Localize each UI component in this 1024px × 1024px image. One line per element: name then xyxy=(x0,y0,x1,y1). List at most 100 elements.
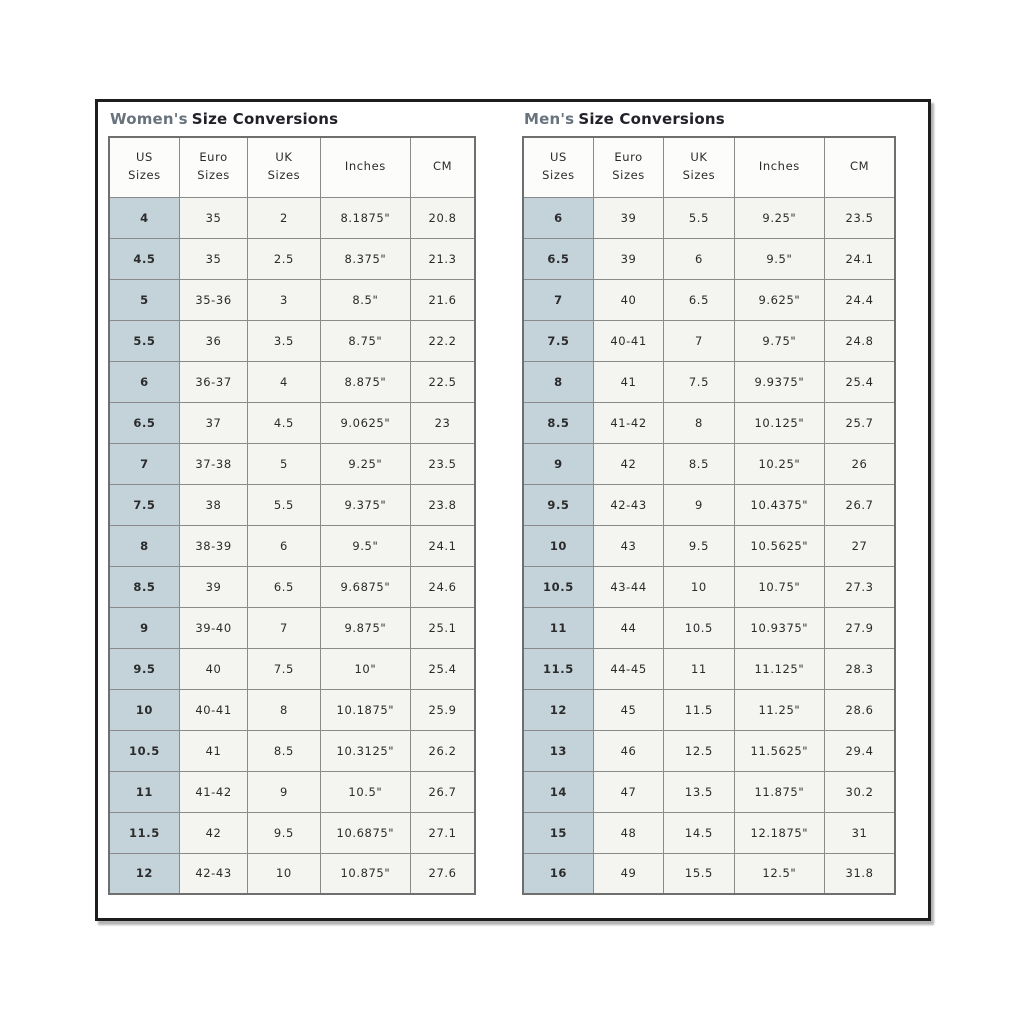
table-cell: 44 xyxy=(592,606,665,649)
table-cell: 42 xyxy=(592,442,665,485)
us-size-cell: 4 xyxy=(108,196,180,239)
table-cell: 39 xyxy=(178,565,249,608)
us-size-cell: 10.5 xyxy=(522,565,594,608)
table-cell: 7 xyxy=(247,606,321,649)
table-cell: 11.875" xyxy=(733,770,826,813)
womens-size-table: US Sizes Euro Sizes UK Sizes Inches CM 4 35 2 8.… xyxy=(108,136,476,895)
table-row: 8.5 41-42 8 10.125" 25.7 xyxy=(522,401,896,444)
table-cell: 11.25" xyxy=(733,688,826,731)
table-row: 6.5 37 4.5 9.0625" 23 xyxy=(108,401,476,444)
table-row: 6 36-37 4 8.875" 22.5 xyxy=(108,360,476,403)
table-cell: 27.3 xyxy=(824,565,896,608)
table-cell: 21.3 xyxy=(410,237,476,280)
table-cell: 43 xyxy=(592,524,665,567)
table-cell: 8.75" xyxy=(319,319,412,362)
us-size-cell: 11.5 xyxy=(108,811,180,854)
table-cell: 27 xyxy=(824,524,896,567)
table-cell: 24.1 xyxy=(824,237,896,280)
us-size-cell: 8.5 xyxy=(108,565,180,608)
table-cell: 42-43 xyxy=(592,483,665,526)
table-cell: 31 xyxy=(824,811,896,854)
table-cell: 4 xyxy=(247,360,321,403)
table-row: 7 40 6.5 9.625" 24.4 xyxy=(522,278,896,321)
us-size-cell: 7 xyxy=(522,278,594,321)
table-cell: 20.8 xyxy=(410,196,476,239)
table-cell: 48 xyxy=(592,811,665,854)
womens-size-table-section: Women's Size Conversions US Sizes Euro Siz… xyxy=(108,110,476,895)
table-row: 12 45 11.5 11.25" 28.6 xyxy=(522,688,896,731)
us-size-cell: 9.5 xyxy=(108,647,180,690)
table-cell: 10.4375" xyxy=(733,483,826,526)
table-cell: 43-44 xyxy=(592,565,665,608)
table-cell: 9.0625" xyxy=(319,401,412,444)
table-cell: 8.5 xyxy=(247,729,321,772)
table-cell: 8.375" xyxy=(319,237,412,280)
table-cell: 24.4 xyxy=(824,278,896,321)
table-cell: 12.5" xyxy=(733,852,826,895)
womens-title-accent: Women's xyxy=(110,110,188,128)
table-row: 15 48 14.5 12.1875" 31 xyxy=(522,811,896,854)
table-cell: 13.5 xyxy=(663,770,735,813)
table-cell: 8.1875" xyxy=(319,196,412,239)
table-row: 7.5 38 5.5 9.375" 23.8 xyxy=(108,483,476,526)
table-cell: 9.9375" xyxy=(733,360,826,403)
table-cell: 5.5 xyxy=(663,196,735,239)
table-cell: 9.5 xyxy=(247,811,321,854)
header-row: US Sizes Euro Sizes UK Sizes Inches CM xyxy=(108,136,476,198)
column-header: US Sizes xyxy=(522,136,594,198)
table-cell: 37 xyxy=(178,401,249,444)
mens-size-table-section: Men's Size Conversions US Sizes Euro Sizes… xyxy=(522,110,896,895)
table-row: 9 42 8.5 10.25" 26 xyxy=(522,442,896,485)
table-row: 10 43 9.5 10.5625" 27 xyxy=(522,524,896,567)
table-cell: 23.5 xyxy=(410,442,476,485)
table-cell: 41 xyxy=(178,729,249,772)
us-size-cell: 11.5 xyxy=(522,647,594,690)
table-cell: 22.2 xyxy=(410,319,476,362)
header-row: US Sizes Euro Sizes UK Sizes Inches CM xyxy=(522,136,896,198)
table-cell: 8 xyxy=(663,401,735,444)
us-size-cell: 8 xyxy=(522,360,594,403)
table-cell: 49 xyxy=(592,852,665,895)
table-cell: 40 xyxy=(178,647,249,690)
us-size-cell: 13 xyxy=(522,729,594,772)
table-cell: 9.25" xyxy=(733,196,826,239)
table-cell: 42-43 xyxy=(178,852,249,895)
table-cell: 25.9 xyxy=(410,688,476,731)
table-row: 16 49 15.5 12.5" 31.8 xyxy=(522,852,896,895)
table-cell: 25.4 xyxy=(410,647,476,690)
table-cell: 41 xyxy=(592,360,665,403)
table-row: 9.5 40 7.5 10" 25.4 xyxy=(108,647,476,690)
us-size-cell: 9.5 xyxy=(522,483,594,526)
table-row: 8 41 7.5 9.9375" 25.4 xyxy=(522,360,896,403)
column-header: Euro Sizes xyxy=(592,136,665,198)
us-size-cell: 8 xyxy=(108,524,180,567)
table-cell: 35 xyxy=(178,237,249,280)
us-size-cell: 7.5 xyxy=(522,319,594,362)
table-cell: 2 xyxy=(247,196,321,239)
table-cell: 11 xyxy=(663,647,735,690)
table-cell: 29.4 xyxy=(824,729,896,772)
table-cell: 10" xyxy=(319,647,412,690)
table-cell: 10.1875" xyxy=(319,688,412,731)
table-cell: 9.875" xyxy=(319,606,412,649)
table-cell: 9.375" xyxy=(319,483,412,526)
table-row: 14 47 13.5 11.875" 30.2 xyxy=(522,770,896,813)
table-cell: 39 xyxy=(592,237,665,280)
table-cell: 10.25" xyxy=(733,442,826,485)
table-row: 11 41-42 9 10.5" 26.7 xyxy=(108,770,476,813)
table-cell: 36 xyxy=(178,319,249,362)
table-cell: 10.6875" xyxy=(319,811,412,854)
size-chart-frame: Women's Size Conversions US Sizes Euro Siz… xyxy=(95,99,931,921)
us-size-cell: 16 xyxy=(522,852,594,895)
us-size-cell: 10 xyxy=(108,688,180,731)
table-cell: 26 xyxy=(824,442,896,485)
us-size-cell: 5.5 xyxy=(108,319,180,362)
table-cell: 6 xyxy=(247,524,321,567)
table-cell: 27.6 xyxy=(410,852,476,895)
table-cell: 11.5 xyxy=(663,688,735,731)
table-row: 11.5 42 9.5 10.6875" 27.1 xyxy=(108,811,476,854)
table-row: 5.5 36 3.5 8.75" 22.2 xyxy=(108,319,476,362)
table-cell: 8.5 xyxy=(663,442,735,485)
table-cell: 44-45 xyxy=(592,647,665,690)
